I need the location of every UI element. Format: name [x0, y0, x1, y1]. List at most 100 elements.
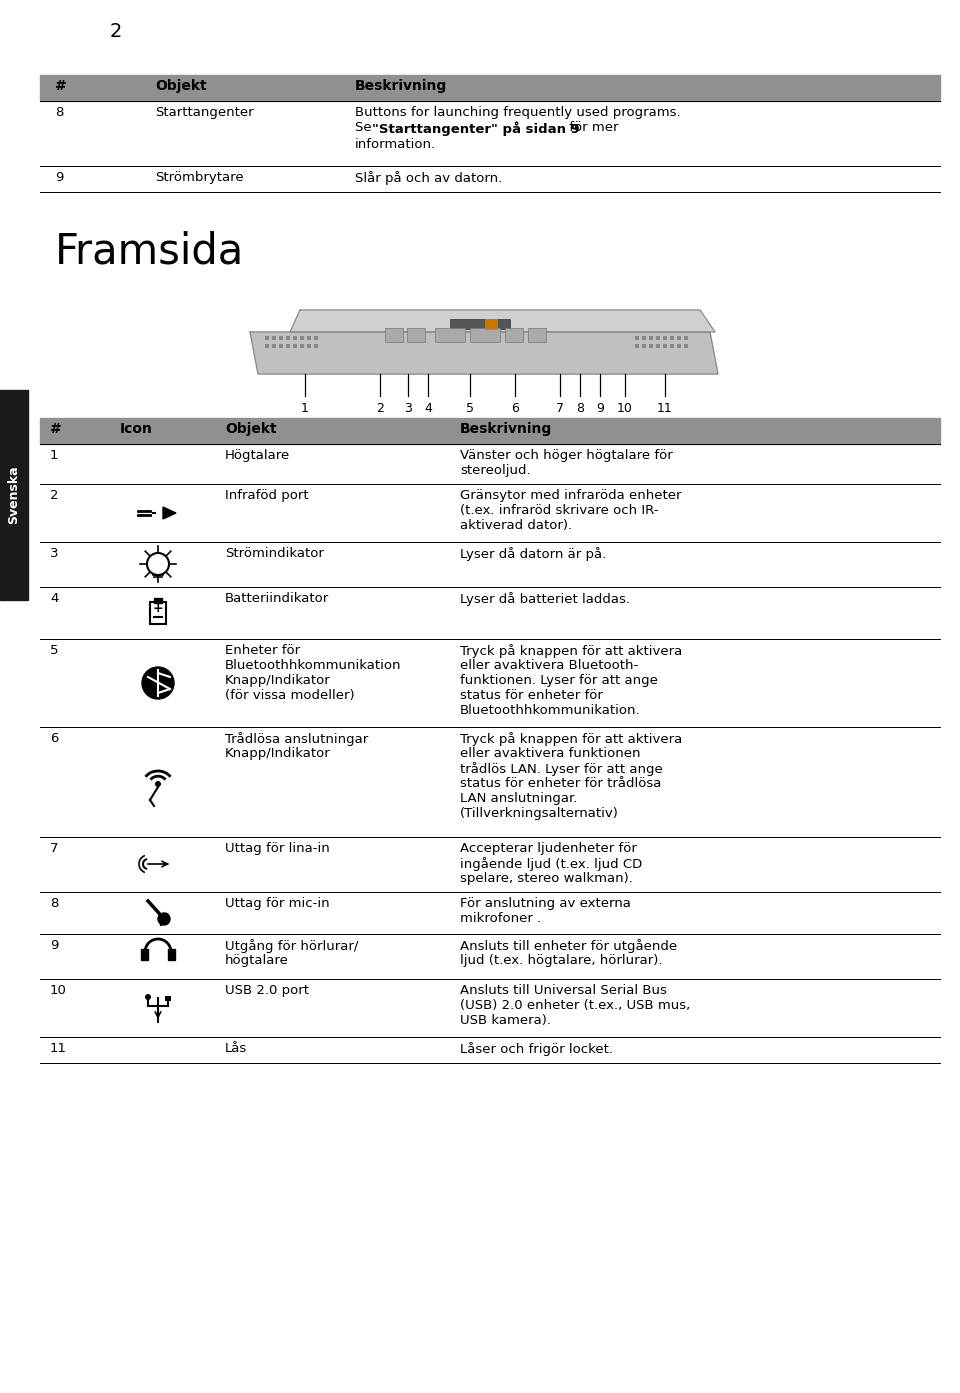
- Text: trådlös LAN. Lyser för att ange: trådlös LAN. Lyser för att ange: [460, 762, 662, 776]
- Bar: [154, 598, 162, 603]
- Text: spelare, stereo walkman).: spelare, stereo walkman).: [460, 872, 633, 885]
- Text: 9: 9: [55, 171, 63, 184]
- Bar: [314, 336, 318, 340]
- Text: 2: 2: [50, 489, 59, 501]
- Polygon shape: [163, 507, 176, 520]
- Text: Svenska: Svenska: [8, 465, 20, 524]
- Text: 9: 9: [596, 403, 604, 415]
- Bar: [307, 344, 311, 348]
- Text: Bluetoothhkommunikation.: Bluetoothhkommunikation.: [460, 703, 640, 717]
- Bar: [272, 344, 276, 348]
- Text: funktionen. Lyser för att ange: funktionen. Lyser för att ange: [460, 674, 658, 687]
- Bar: [656, 336, 660, 340]
- Bar: [279, 336, 283, 340]
- Polygon shape: [290, 311, 715, 332]
- Bar: [293, 344, 297, 348]
- Text: Strömindikator: Strömindikator: [225, 547, 324, 560]
- Bar: [40, 75, 940, 102]
- Bar: [407, 327, 425, 343]
- Text: 8: 8: [55, 106, 63, 118]
- Text: Strömbrytare: Strömbrytare: [155, 171, 244, 184]
- Text: ljud (t.ex. högtalare, hörlurar).: ljud (t.ex. högtalare, hörlurar).: [460, 954, 662, 967]
- Text: 5: 5: [50, 644, 59, 657]
- Text: Batteriindikator: Batteriindikator: [225, 592, 329, 605]
- Bar: [40, 418, 940, 444]
- Bar: [684, 344, 688, 348]
- Bar: [0, 390, 28, 600]
- Bar: [635, 336, 639, 340]
- Text: status för enheter för trådlösa: status för enheter för trådlösa: [460, 777, 661, 790]
- Text: Trådlösa anslutningar: Trådlösa anslutningar: [225, 731, 369, 747]
- Bar: [168, 949, 175, 960]
- Bar: [470, 327, 500, 343]
- Text: 7: 7: [50, 841, 59, 855]
- Text: 8: 8: [576, 403, 584, 415]
- Text: Knapp/Indikator: Knapp/Indikator: [225, 674, 331, 687]
- Bar: [300, 344, 304, 348]
- Text: #: #: [50, 422, 61, 436]
- Text: Objekt: Objekt: [155, 79, 206, 93]
- Text: Ansluts till Universal Serial Bus: Ansluts till Universal Serial Bus: [460, 983, 667, 997]
- Text: Uttag för mic-in: Uttag för mic-in: [225, 897, 329, 910]
- Text: status för enheter för: status för enheter för: [460, 690, 603, 702]
- Bar: [141, 949, 148, 960]
- Text: 4: 4: [424, 403, 432, 415]
- Text: 6: 6: [511, 403, 519, 415]
- Bar: [663, 336, 667, 340]
- Text: Beskrivning: Beskrivning: [355, 79, 447, 93]
- Text: 11: 11: [50, 1042, 67, 1055]
- Bar: [649, 344, 653, 348]
- Bar: [684, 336, 688, 340]
- Text: (t.ex. infraröd skrivare och IR-: (t.ex. infraröd skrivare och IR-: [460, 504, 659, 517]
- Text: +: +: [153, 603, 163, 616]
- Circle shape: [145, 995, 151, 1000]
- Text: Utgång för hörlurar/: Utgång för hörlurar/: [225, 939, 358, 953]
- Bar: [385, 327, 403, 343]
- Text: Lyser då datorn är på.: Lyser då datorn är på.: [460, 547, 607, 561]
- Bar: [670, 336, 674, 340]
- Text: Slår på och av datorn.: Slår på och av datorn.: [355, 171, 502, 185]
- Text: stereoljud.: stereoljud.: [460, 464, 531, 476]
- Text: Enheter för: Enheter för: [225, 644, 300, 657]
- Bar: [642, 336, 646, 340]
- Text: 3: 3: [404, 403, 412, 415]
- Bar: [505, 327, 523, 343]
- Circle shape: [142, 667, 174, 699]
- Text: Tryck på knappen för att aktivera: Tryck på knappen för att aktivera: [460, 731, 683, 747]
- Bar: [286, 336, 290, 340]
- Bar: [279, 344, 283, 348]
- Text: LAN anslutningar.: LAN anslutningar.: [460, 793, 577, 805]
- Text: 2: 2: [110, 22, 122, 40]
- Text: ingående ljud (t.ex. ljud CD: ingående ljud (t.ex. ljud CD: [460, 857, 642, 871]
- Bar: [649, 336, 653, 340]
- Bar: [272, 336, 276, 340]
- Text: 3: 3: [50, 547, 59, 560]
- Text: Högtalare: Högtalare: [225, 449, 290, 462]
- Text: 9: 9: [50, 939, 59, 951]
- Text: aktiverad dator).: aktiverad dator).: [460, 520, 572, 532]
- Text: Starttangenter: Starttangenter: [155, 106, 253, 118]
- Text: mikrofoner .: mikrofoner .: [460, 912, 541, 925]
- Text: 7: 7: [556, 403, 564, 415]
- Text: eller avaktivera funktionen: eller avaktivera funktionen: [460, 747, 640, 761]
- Text: Lås: Lås: [225, 1042, 248, 1055]
- Text: eller avaktivera Bluetooth-: eller avaktivera Bluetooth-: [460, 659, 638, 671]
- Text: Beskrivning: Beskrivning: [460, 422, 552, 436]
- Text: #: #: [55, 79, 67, 93]
- Text: Vänster och höger högtalare för: Vänster och höger högtalare för: [460, 449, 673, 462]
- Text: USB kamera).: USB kamera).: [460, 1014, 551, 1027]
- Bar: [677, 344, 681, 348]
- Text: 4: 4: [50, 592, 59, 605]
- Bar: [670, 344, 674, 348]
- Text: för mer: för mer: [565, 121, 618, 134]
- Bar: [265, 344, 269, 348]
- Text: (för vissa modeller): (för vissa modeller): [225, 690, 354, 702]
- Bar: [642, 344, 646, 348]
- Text: Ansluts till enheter för utgående: Ansluts till enheter för utgående: [460, 939, 677, 953]
- Text: Accepterar ljudenheter för: Accepterar ljudenheter för: [460, 841, 636, 855]
- Bar: [677, 336, 681, 340]
- Bar: [300, 336, 304, 340]
- Text: Infraföd port: Infraföd port: [225, 489, 308, 501]
- Text: Objekt: Objekt: [225, 422, 276, 436]
- Text: Lyser då batteriet laddas.: Lyser då batteriet laddas.: [460, 592, 630, 606]
